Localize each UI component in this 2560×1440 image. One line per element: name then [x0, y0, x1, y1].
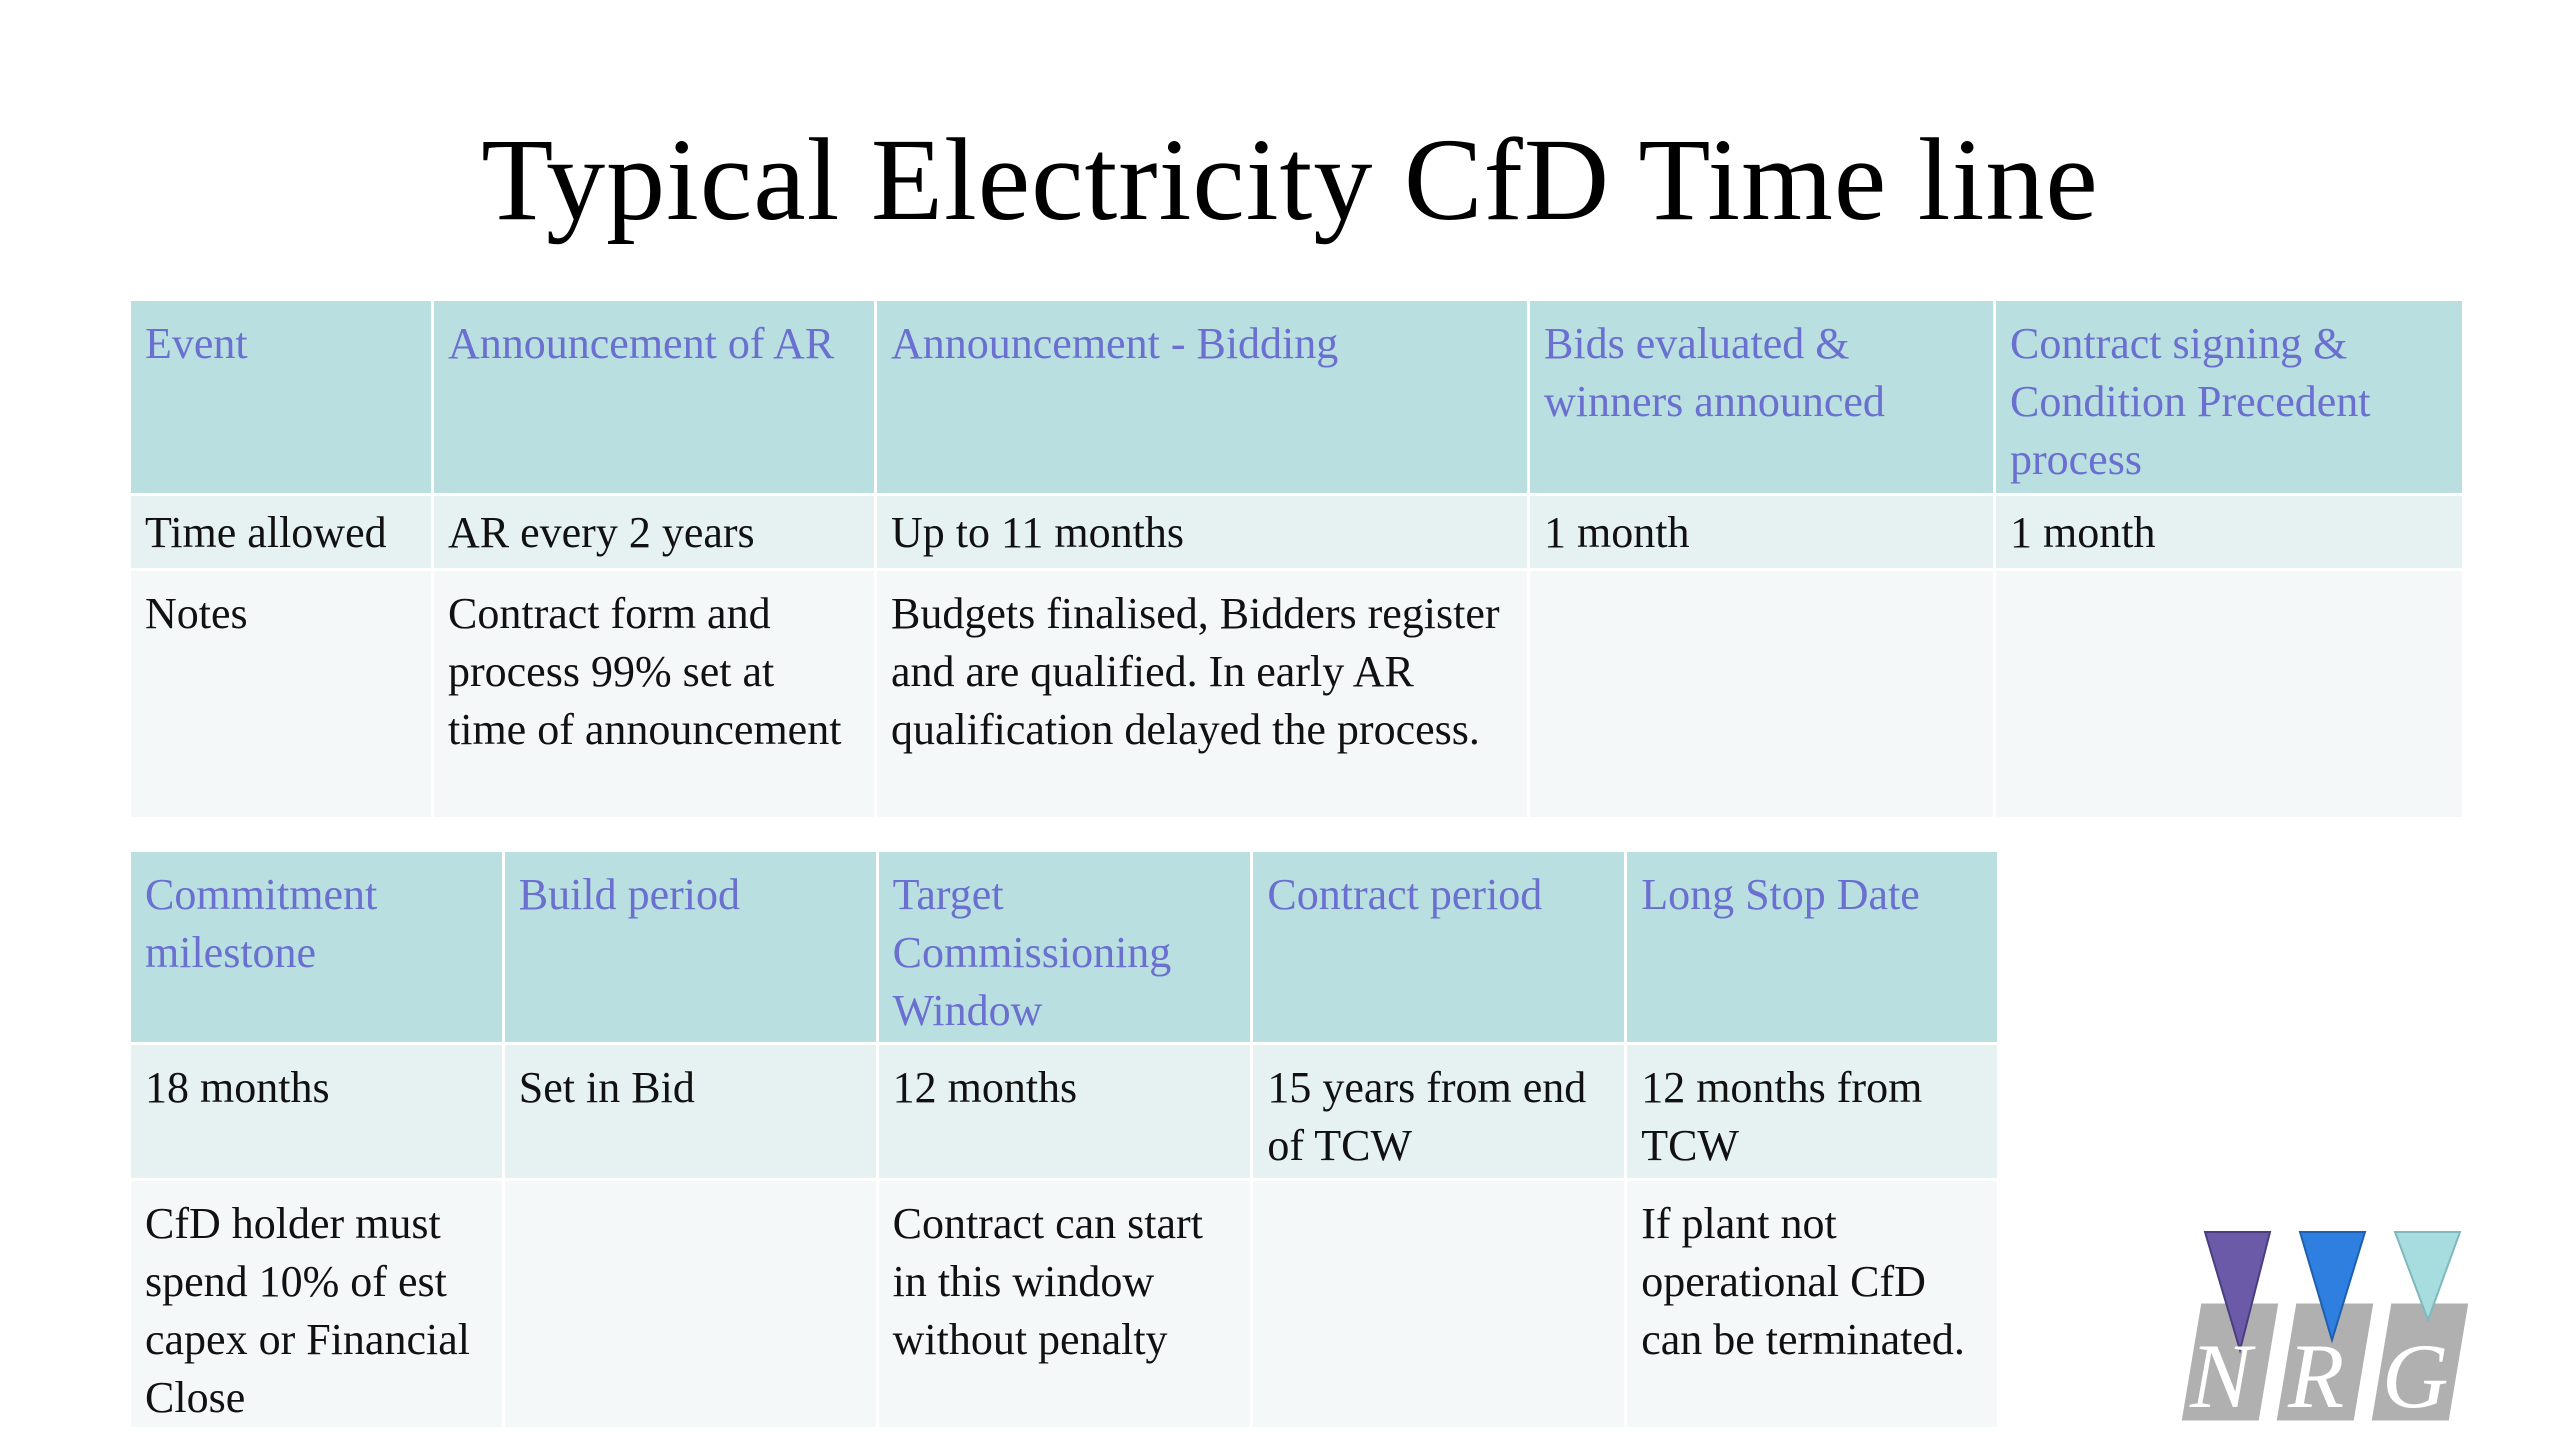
header-commitment-milestone: Commitment milestone [131, 852, 502, 1042]
slide-title: Typical Electricity CfD Time line [481, 114, 2099, 245]
header-target-commissioning-window: Target Commissioning Window [878, 852, 1251, 1042]
logo-tile [2368, 1300, 2472, 1424]
header-announcement-bidding: Announcement - Bidding [877, 301, 1527, 493]
cell: Up to 11 months [877, 496, 1527, 568]
cell [1996, 571, 2462, 817]
cell: Set in Bid [504, 1045, 876, 1178]
cell [1530, 571, 1993, 817]
header-announcement-of-ar: Announcement of AR [434, 301, 874, 493]
table-row: CfD holder must spend 10% of est capex o… [131, 1181, 1997, 1427]
cell: Budgets finalised, Bidders register and … [877, 571, 1527, 817]
cell: 12 months from TCW [1627, 1045, 1997, 1178]
logo-triangle-purple [2203, 1231, 2272, 1354]
cell-time-allowed-label: Time allowed [131, 496, 431, 568]
header-contract-period: Contract period [1253, 852, 1625, 1042]
cell: Contract can start in this window withou… [878, 1181, 1251, 1427]
table-row: Notes Contract form and process 99% set … [131, 571, 2462, 817]
table-header-row: Event Announcement of AR Announcement - … [131, 301, 2462, 493]
cell: AR every 2 years [434, 496, 874, 568]
cell: 18 months [131, 1045, 502, 1178]
nrg-logo: N R G [2178, 1231, 2472, 1427]
table-row: Time allowed AR every 2 years Up to 11 m… [131, 496, 2462, 568]
logo-letter-g: G [2382, 1325, 2448, 1427]
header-event: Event [131, 301, 431, 493]
logo-triangle-blue [2298, 1231, 2367, 1344]
header-contract-signing: Contract signing & Condition Precedent p… [1996, 301, 2462, 493]
header-bids-evaluated: Bids evaluated & winners announced [1530, 301, 1993, 493]
header-long-stop-date: Long Stop Date [1627, 852, 1997, 1042]
logo-tile [2273, 1300, 2377, 1424]
table-row: 18 months Set in Bid 12 months 15 years … [131, 1045, 1997, 1178]
cell: Contract form and process 99% set at tim… [434, 571, 874, 817]
logo-letter-n: N [2189, 1325, 2256, 1427]
cell [1253, 1181, 1625, 1427]
cell: 12 months [878, 1045, 1251, 1178]
header-build-period: Build period [504, 852, 876, 1042]
cell: 15 years from end of TCW [1253, 1045, 1625, 1178]
cfd-timeline-table-top: Event Announcement of AR Announcement - … [128, 298, 2465, 820]
cfd-timeline-table-bottom: Commitment milestone Build period Target… [128, 849, 2000, 1430]
cell: 1 month [1996, 496, 2462, 568]
table-header-row: Commitment milestone Build period Target… [131, 852, 1997, 1042]
logo-letter-r: R [2287, 1325, 2344, 1427]
cell: 1 month [1530, 496, 1993, 568]
logo-triangle-teal [2393, 1231, 2462, 1323]
cell-notes-label: Notes [131, 571, 431, 817]
cell: CfD holder must spend 10% of est capex o… [131, 1181, 502, 1427]
cell [504, 1181, 876, 1427]
cell: If plant not operational CfD can be term… [1627, 1181, 1997, 1427]
logo-tile [2178, 1300, 2282, 1424]
